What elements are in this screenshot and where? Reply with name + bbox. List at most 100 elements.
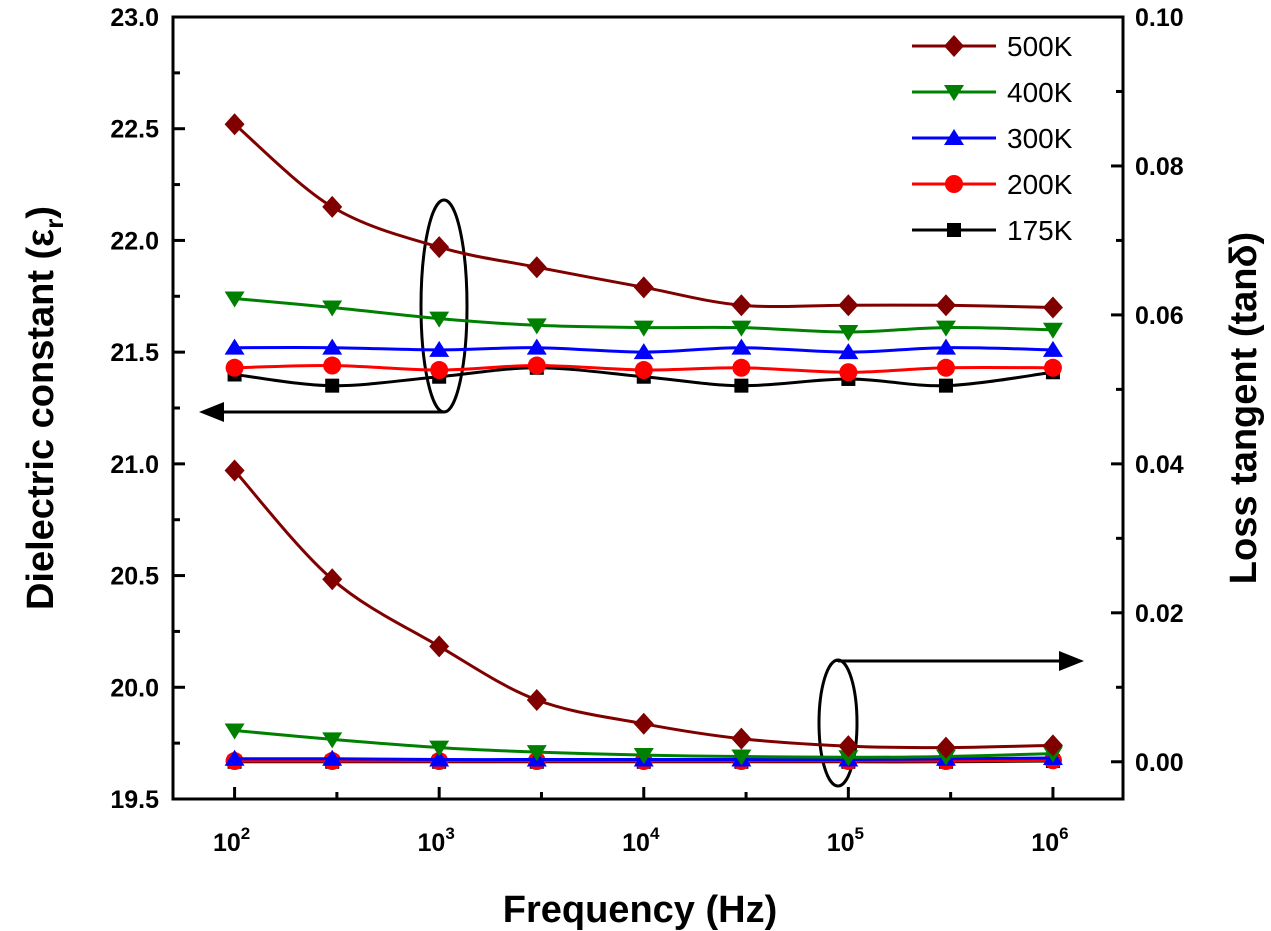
dielectric-point bbox=[935, 320, 956, 337]
dielectric-point bbox=[938, 378, 953, 393]
loss-point bbox=[224, 749, 245, 766]
dielectric-point bbox=[839, 363, 858, 382]
legend-label: 300K bbox=[1007, 123, 1073, 154]
left-axis-title-subscript: r bbox=[39, 219, 69, 229]
dielectric-point bbox=[323, 356, 342, 375]
loss-point bbox=[224, 459, 245, 482]
legend-marker bbox=[947, 223, 961, 237]
loss-point bbox=[633, 748, 654, 765]
dielectric-point bbox=[633, 276, 654, 299]
plot-frame bbox=[171, 15, 1125, 801]
right-axis-title: Loss tangent (tanδ) bbox=[1223, 232, 1265, 584]
y-left-tick-label: 23.0 bbox=[110, 4, 159, 32]
dielectric-point bbox=[322, 300, 343, 317]
y-left-tick-label: 22.0 bbox=[110, 227, 159, 255]
right-arrow-head-icon bbox=[1059, 651, 1084, 671]
loss-line-500K bbox=[233, 469, 1053, 750]
dielectric-point bbox=[325, 378, 340, 393]
dielectric-point bbox=[838, 343, 859, 360]
loss-point bbox=[838, 750, 859, 767]
dielectric-point bbox=[429, 236, 450, 259]
dielectric-point bbox=[526, 318, 547, 335]
loss-point bbox=[322, 749, 343, 766]
dielectric-point bbox=[224, 113, 245, 136]
loss-point bbox=[429, 635, 450, 658]
series-400K bbox=[224, 291, 1063, 767]
loss-point bbox=[526, 688, 547, 711]
y-left-tick-label: 19.5 bbox=[110, 786, 159, 814]
left-axis-title-main: Dielectric constant ( bbox=[20, 246, 62, 610]
y-right-tick-label: 0.04 bbox=[1135, 451, 1184, 479]
dielectric-point bbox=[429, 311, 450, 328]
series-500K bbox=[224, 113, 1063, 759]
dielectric-point bbox=[322, 338, 343, 355]
y-left-tick-label: 20.0 bbox=[110, 674, 159, 702]
left-axis-title-close: ) bbox=[20, 206, 62, 219]
dielectric-point bbox=[936, 358, 955, 377]
loss-point bbox=[1042, 734, 1063, 757]
dielectric-point bbox=[731, 294, 752, 317]
dielectric-point bbox=[430, 361, 449, 380]
series-175K bbox=[227, 360, 1060, 769]
y-right-tick-label: 0.06 bbox=[1135, 302, 1184, 330]
loss-point bbox=[429, 750, 450, 767]
dielectric-point bbox=[1042, 340, 1063, 357]
x-tick-label: 106 bbox=[1031, 824, 1068, 857]
loss-point bbox=[633, 712, 654, 735]
loss-point bbox=[731, 749, 752, 766]
legend-label: 400K bbox=[1007, 77, 1073, 108]
dielectric-point bbox=[429, 340, 450, 357]
legend-item-400K: 400K bbox=[912, 77, 1073, 108]
series-200K bbox=[225, 356, 1062, 771]
dielectric-point bbox=[322, 195, 343, 218]
y-left-tick-label: 20.5 bbox=[110, 563, 159, 591]
axis-ticks bbox=[173, 15, 1123, 801]
loss-point bbox=[838, 735, 859, 758]
y-left-tick-label: 22.5 bbox=[110, 116, 159, 144]
left-axis-title: Dielectric constant (εr) bbox=[20, 206, 69, 610]
x-tick-label: 105 bbox=[827, 824, 864, 857]
x-tick-label: 103 bbox=[418, 824, 455, 857]
dielectric-point bbox=[633, 343, 654, 360]
tick-labels: 19.5 20.0 20.5 21.0 21.5 22.0 22.5 23.0 0.00 0.02… bbox=[110, 4, 1183, 857]
y-right-tick-label: 0.02 bbox=[1135, 600, 1184, 628]
legend-marker bbox=[944, 129, 964, 145]
x-tick-label: 104 bbox=[622, 824, 660, 857]
dielectric-point bbox=[225, 358, 244, 377]
loss-point bbox=[224, 723, 245, 740]
y-left-tick-label: 21.0 bbox=[110, 451, 159, 479]
loss-point bbox=[429, 740, 450, 757]
legend-item-175K: 175K bbox=[912, 215, 1073, 246]
dielectric-point bbox=[731, 320, 752, 337]
y-right-tick-label: 0.00 bbox=[1135, 749, 1184, 777]
loss-point bbox=[526, 745, 547, 762]
dielectric-point bbox=[633, 320, 654, 337]
dielectric-point bbox=[1042, 296, 1063, 319]
legend-marker bbox=[944, 85, 964, 101]
dielectric-point bbox=[731, 338, 752, 355]
y-right-tick-label: 0.08 bbox=[1135, 153, 1184, 181]
series-layer bbox=[224, 113, 1063, 771]
dielectric-point bbox=[224, 291, 245, 308]
legend-item-300K: 300K bbox=[912, 123, 1073, 154]
annotations bbox=[199, 198, 1084, 788]
loss-point bbox=[322, 568, 343, 591]
loss-point bbox=[322, 732, 343, 749]
y-right-tick-label: 0.10 bbox=[1135, 4, 1184, 32]
legend: 500K 400K 300K 200K 175K bbox=[912, 31, 1073, 246]
loss-point bbox=[935, 736, 956, 759]
left-arrow-head-icon bbox=[199, 402, 224, 422]
legend-item-200K: 200K bbox=[912, 169, 1073, 200]
legend-label: 500K bbox=[1007, 31, 1073, 62]
y-left-tick-label: 21.5 bbox=[110, 339, 159, 367]
dielectric-point bbox=[1042, 322, 1063, 339]
dielectric-point bbox=[634, 361, 653, 380]
legend-label: 175K bbox=[1007, 215, 1073, 246]
dielectric-point bbox=[838, 325, 859, 342]
dielectric-point bbox=[935, 294, 956, 317]
dielectric-point bbox=[734, 378, 749, 393]
legend-marker bbox=[945, 175, 963, 193]
dielectric-point bbox=[1043, 358, 1062, 377]
x-axis-title: Frequency (Hz) bbox=[503, 889, 777, 931]
